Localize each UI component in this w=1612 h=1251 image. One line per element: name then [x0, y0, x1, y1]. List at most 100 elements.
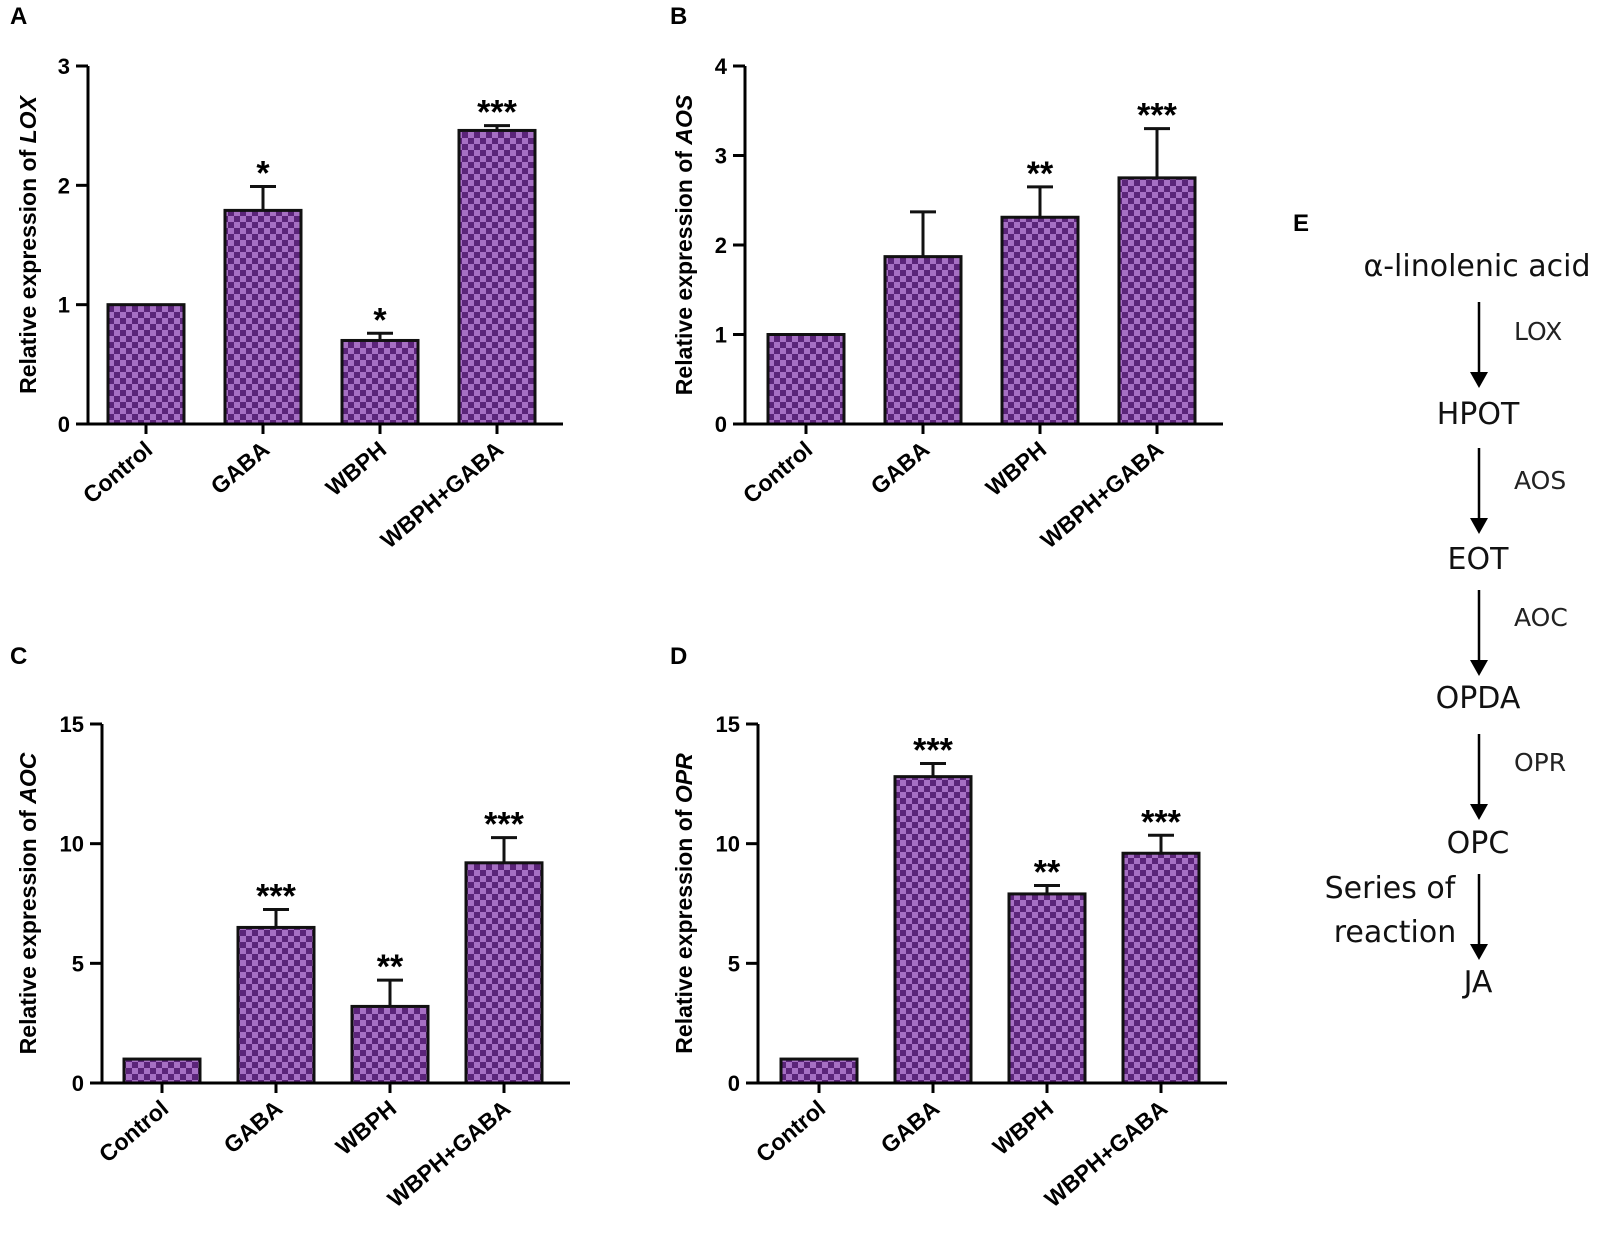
pathway-step-eot: EOT [1448, 542, 1510, 577]
panel-label-a: A [10, 3, 27, 30]
xtick-label-d-1: GABA [876, 1095, 945, 1158]
xtick-label-c-0: Control [94, 1095, 173, 1167]
chart-panel-a: A Control * GABA * WBPH *** WBPH+GABA 0 1 2 3 Relati… [10, 3, 563, 553]
y-axis-label-prefix-b: Relative expression of [671, 145, 697, 396]
pathway-reaction-label: reaction [1334, 915, 1456, 950]
bar-c-control [122, 1057, 202, 1085]
xtick-label-a-0: Control [78, 436, 157, 508]
pathway-enzyme-opr: OPR [1514, 748, 1566, 777]
significance-a-2: * [373, 301, 387, 339]
significance-a-3: *** [477, 94, 517, 132]
ytick-label-a-1: 1 [58, 293, 70, 318]
y-axis-label-prefix-c: Relative expression of [15, 804, 41, 1055]
bar-a-gaba [223, 208, 303, 426]
xtick-label-d-0: Control [751, 1095, 830, 1167]
significance-b-3: *** [1137, 97, 1177, 135]
y-axis-label-gene-a: LOX [15, 94, 41, 143]
bar-a-wbph-gaba [457, 128, 537, 426]
panel-label-b: B [670, 3, 687, 30]
xtick-label-b-0: Control [738, 436, 817, 508]
ytick-label-b-2: 2 [715, 233, 727, 258]
bar-c-wbph [350, 1004, 430, 1085]
pathway-step-hpot: HPOT [1437, 397, 1520, 432]
panel-label-c: C [10, 643, 27, 670]
y-axis-label-a: Relative expression of LOX [15, 94, 41, 393]
xtick-label-b-1: GABA [866, 436, 935, 499]
bar-a-wbph [340, 338, 420, 426]
significance-b-2: ** [1027, 155, 1054, 193]
xtick-label-b-2: WBPH [981, 436, 1052, 501]
bar-b-wbph-gaba [1117, 176, 1197, 426]
significance-c-3: *** [484, 806, 524, 844]
pathway-step-opda: OPDA [1436, 681, 1521, 716]
y-axis-label-c: Relative expression of AOC [15, 752, 41, 1054]
y-axis-label-prefix-d: Relative expression of [671, 803, 697, 1054]
ytick-label-b-4: 4 [715, 54, 728, 79]
pathway-arrowhead-2 [1470, 518, 1488, 534]
bar-b-gaba [883, 255, 963, 426]
y-axis-label-gene-b: AOS [671, 94, 697, 146]
ytick-label-d-1: 5 [728, 951, 740, 976]
significance-a-1: * [256, 155, 270, 193]
pathway-enzyme-aoc: AOC [1514, 603, 1568, 632]
xtick-label-b-3: WBPH+GABA [1036, 436, 1169, 553]
ytick-label-c-0: 0 [72, 1071, 84, 1096]
panel-label-d: D [670, 643, 687, 670]
y-axis-label-gene-d: OPR [671, 753, 697, 803]
y-axis-label-gene-c: AOC [15, 752, 41, 805]
significance-d-3: *** [1141, 803, 1181, 841]
ytick-label-c-3: 15 [60, 712, 84, 737]
y-axis-label-d: Relative expression of OPR [671, 753, 697, 1054]
bar-d-wbph-gaba [1121, 851, 1201, 1085]
y-axis-label-prefix-a: Relative expression of [15, 143, 41, 394]
ytick-label-a-3: 3 [58, 54, 70, 79]
ytick-label-a-2: 2 [58, 173, 70, 198]
ytick-label-a-0: 0 [58, 412, 70, 437]
pathway-enzyme-aos: AOS [1514, 466, 1566, 495]
pathway-step-ja: JA [1462, 965, 1493, 1000]
panel-label-e: E [1293, 210, 1309, 237]
pathway-arrowhead-5 [1470, 944, 1488, 960]
y-axis-label-b: Relative expression of AOS [671, 94, 697, 395]
ytick-label-b-0: 0 [715, 412, 727, 437]
pathway-series-of-label: Series of [1325, 871, 1457, 906]
ytick-label-d-2: 10 [716, 832, 740, 857]
bar-c-wbph-gaba [464, 861, 544, 1085]
chart-panel-c: C Control *** GABA ** WBPH *** WBPH+GABA 0 5 10 15 R… [10, 643, 570, 1212]
chart-panel-d: D Control *** GABA ** WBPH *** WBPH+GABA 0 5 10 15 R… [670, 643, 1227, 1212]
bar-a-control [106, 303, 186, 426]
chart-panel-b: B Control GABA ** WBPH *** WBPH+GABA 0 1 2 3 4 Relat… [670, 3, 1223, 553]
bar-c-gaba [236, 925, 316, 1085]
pathway-step-opc: OPC [1447, 826, 1510, 861]
ytick-label-c-1: 5 [72, 951, 84, 976]
xtick-label-d-2: WBPH [988, 1095, 1059, 1160]
bar-charts: A Control * GABA * WBPH *** WBPH+GABA 0 1 2 3 Relati… [10, 3, 1227, 1212]
xtick-label-a-1: GABA [206, 436, 275, 499]
bar-b-wbph [1000, 215, 1080, 426]
xtick-label-c-1: GABA [219, 1095, 288, 1158]
xtick-label-c-3: WBPH+GABA [383, 1095, 516, 1212]
ytick-label-c-2: 10 [60, 832, 84, 857]
xtick-label-d-3: WBPH+GABA [1040, 1095, 1173, 1212]
ytick-label-b-3: 3 [715, 144, 727, 169]
pathway-enzyme-lox: LOX [1514, 317, 1562, 346]
significance-d-2: ** [1034, 854, 1061, 892]
bar-d-control [779, 1057, 859, 1085]
bar-d-gaba [893, 775, 973, 1085]
significance-d-1: *** [913, 731, 953, 769]
pathway-arrowhead-1 [1470, 372, 1488, 388]
ytick-label-d-3: 15 [716, 712, 740, 737]
bar-b-control [766, 333, 846, 426]
pathway-step-alpha-linolenic-acid: α-linolenic acid [1363, 249, 1590, 284]
ytick-label-d-0: 0 [728, 1071, 740, 1096]
xtick-label-c-2: WBPH [331, 1095, 402, 1160]
xtick-label-a-3: WBPH+GABA [376, 436, 509, 553]
pathway-panel: E α-linolenic acid LOX HPOT AOS EOT AOC … [1293, 210, 1591, 1000]
significance-c-2: ** [377, 948, 404, 986]
ytick-label-b-1: 1 [715, 323, 727, 348]
significance-c-1: *** [256, 877, 296, 915]
xtick-label-a-2: WBPH [321, 436, 392, 501]
pathway-arrowhead-4 [1470, 804, 1488, 820]
pathway-arrowhead-3 [1470, 660, 1488, 676]
